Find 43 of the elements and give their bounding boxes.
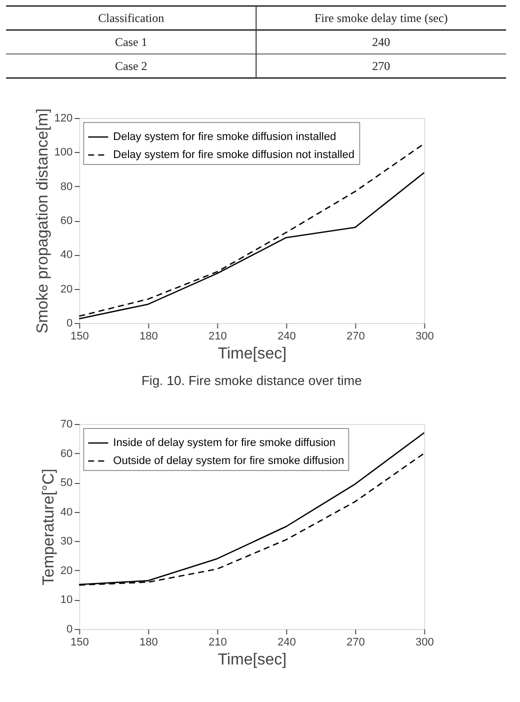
legend-label: Inside of delay system for fire smoke diffusion <box>113 437 336 449</box>
x-tick-label: 150 <box>70 330 89 342</box>
x-tick-label: 300 <box>415 636 434 648</box>
y-tick-label: 10 <box>60 594 73 606</box>
x-tick-label: 240 <box>277 636 296 648</box>
y-axis-title: Smoke propagation distance[m] <box>34 108 52 334</box>
text: Case 1 <box>114 35 148 49</box>
y-tick-label: 120 <box>54 112 73 124</box>
legend-label: Delay system for fire smoke diffusion installed <box>113 131 336 143</box>
y-tick-label: 100 <box>54 146 73 159</box>
y-tick-label: 50 <box>60 477 73 490</box>
text: 240 <box>372 35 390 49</box>
line-series <box>78 142 425 317</box>
y-tick-label: 0 <box>66 624 73 636</box>
x-tick-label: 270 <box>346 636 365 648</box>
x-tick-label: 150 <box>70 636 89 648</box>
y-axis-title: Temperature[°C] <box>40 468 58 586</box>
y-tick-label: 70 <box>60 418 73 430</box>
y-tick-label: 40 <box>60 249 73 262</box>
x-axis-title: Time[sec] <box>218 652 287 668</box>
y-tick-label: 20 <box>60 283 73 296</box>
legend-label: Delay system for fire smoke diffusion not installed <box>113 149 354 161</box>
x-tick-label: 210 <box>208 330 227 342</box>
x-tick-label: 240 <box>277 330 296 342</box>
x-tick-label: 180 <box>139 330 158 342</box>
y-tick-label: 30 <box>60 536 73 548</box>
y-tick-label: 20 <box>60 564 73 577</box>
text: Fire smoke delay time (sec) <box>314 11 448 25</box>
y-tick-label: 80 <box>60 180 73 193</box>
y-tick-label: 60 <box>60 448 73 460</box>
text: 270 <box>372 59 390 73</box>
x-axis-title: Time[sec] <box>218 346 287 362</box>
text: Case 2 <box>114 59 148 73</box>
x-tick-label: 300 <box>415 330 434 342</box>
text: Fig. 10. Fire smoke distance over time <box>141 373 362 388</box>
x-tick-label: 210 <box>208 636 227 648</box>
x-tick-label: 270 <box>346 330 365 342</box>
legend-label: Outside of delay system for fire smoke diffusion <box>113 455 344 467</box>
text: Classification <box>98 11 164 25</box>
y-tick-label: 60 <box>60 215 73 227</box>
y-tick-label: 0 <box>66 318 73 330</box>
y-tick-label: 40 <box>60 506 73 518</box>
x-tick-label: 180 <box>139 636 158 648</box>
